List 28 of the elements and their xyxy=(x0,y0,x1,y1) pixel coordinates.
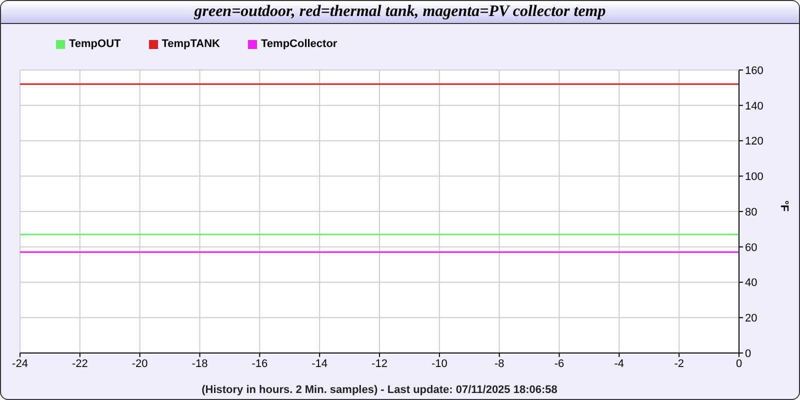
y-tick-label: 60 xyxy=(745,242,758,254)
y-tick-label: 0 xyxy=(745,348,752,360)
x-tick-label: -4 xyxy=(614,358,624,370)
chart-title: green=outdoor, red=thermal tank, magenta=PV collector temp xyxy=(1,1,799,24)
y-tick-label: 80 xyxy=(745,206,758,218)
x-tick-label: -12 xyxy=(372,358,388,370)
x-axis-title: (History in hours. 2 Min. samples) - Last update: 07/11/2025 18:06:58 xyxy=(202,384,558,396)
x-tick-label: -20 xyxy=(132,358,148,370)
x-tick-label: -18 xyxy=(192,358,208,370)
x-tick-label: -24 xyxy=(12,358,28,370)
x-tick-label: -8 xyxy=(494,358,504,370)
y-tick-label: 160 xyxy=(745,64,764,77)
y-tick-label: 100 xyxy=(745,171,764,184)
x-tick-label: -2 xyxy=(674,358,684,370)
x-tick-label: -16 xyxy=(252,358,268,370)
y-tick-label: 140 xyxy=(745,100,764,112)
y-tick-label: 20 xyxy=(745,312,758,325)
x-tick-label: -14 xyxy=(312,358,328,370)
x-tick-label: 0 xyxy=(736,358,742,370)
y-tick-label: 120 xyxy=(745,136,764,148)
legend-label: TempOUT xyxy=(69,38,121,50)
x-tick-label: -22 xyxy=(72,358,88,370)
y-tick-label: 40 xyxy=(745,277,758,290)
x-tick-label: -6 xyxy=(554,358,564,370)
legend-label: TempTANK xyxy=(162,38,220,50)
x-tick-label: -10 xyxy=(431,358,448,370)
y-axis-title: °F xyxy=(778,200,790,212)
legend-label: TempCollector xyxy=(261,38,338,50)
